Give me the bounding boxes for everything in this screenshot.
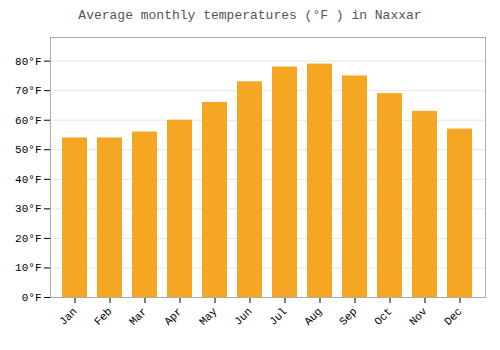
html-text:Average monthly temperatures (: Average monthly temperatures (°F ) in Na… [78, 8, 422, 23]
svg-text:10°F: 10°F [15, 262, 41, 274]
svg-text:0°F: 0°F [22, 292, 42, 304]
svg-text:Sep: Sep [337, 305, 359, 327]
svg-text:Apr: Apr [162, 305, 184, 327]
svg-text:Aug: Aug [302, 305, 324, 327]
svg-text:May: May [197, 305, 220, 328]
svg-text:Dec: Dec [442, 305, 464, 327]
svg-text:Jan: Jan [57, 305, 79, 327]
svg-text:Mar: Mar [127, 305, 149, 327]
svg-text:50°F: 50°F [15, 144, 41, 156]
svg-text:Nov: Nov [407, 305, 430, 328]
svg-text:80°F: 80°F [15, 56, 41, 68]
svg-text:Jun: Jun [232, 305, 254, 327]
svg-text:20°F: 20°F [15, 233, 41, 245]
svg-text:Feb: Feb [92, 305, 114, 327]
svg-text:Jul: Jul [267, 305, 289, 327]
svg-text:60°F: 60°F [15, 115, 41, 127]
svg-text:40°F: 40°F [15, 174, 41, 186]
svg-text:30°F: 30°F [15, 203, 41, 215]
svg-text:70°F: 70°F [15, 85, 41, 97]
svg-text:Oct: Oct [372, 305, 394, 327]
